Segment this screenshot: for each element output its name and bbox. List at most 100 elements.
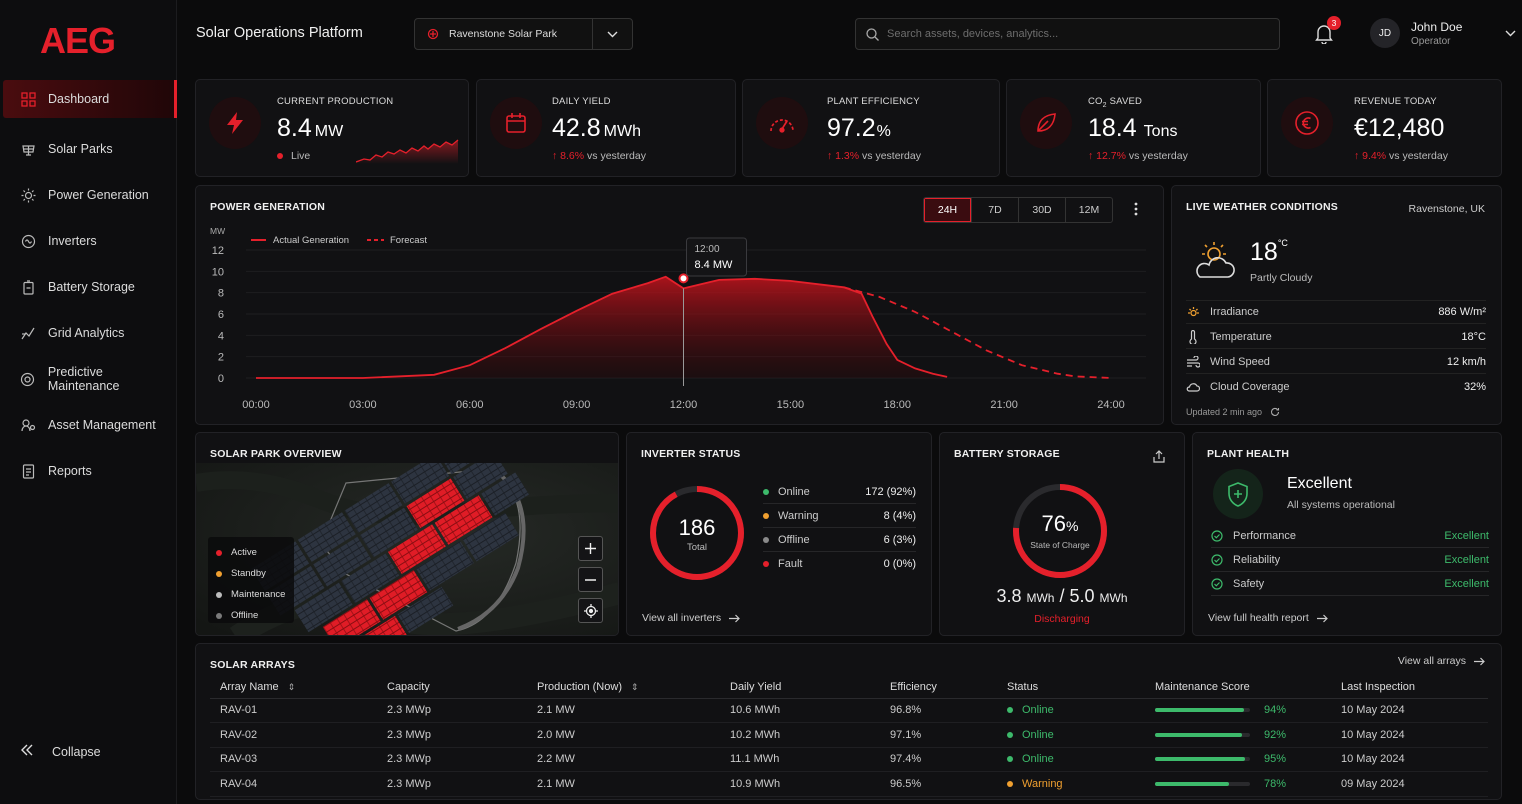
health-status: Excellent [1287, 475, 1352, 492]
range-12m[interactable]: 12M [1065, 198, 1112, 222]
lightning-icon [209, 97, 261, 149]
search-input[interactable] [887, 28, 1267, 40]
col-efficiency: Efficiency [880, 676, 997, 699]
sidebar-item-inverters[interactable]: Inverters [0, 218, 177, 264]
grid-icon [20, 91, 36, 107]
power-generation-chart[interactable]: MW 0 2 4 6 8 10 12 00:00 03:00 06:00 09:00 12:00 15:0… [196, 216, 1163, 416]
table-row[interactable]: RAV-01 2.3 MWp 2.1 MW 10.6 MWh 96.8% Online 94… [210, 698, 1488, 723]
power-generation-card: POWER GENERATION 24H 7D 30D 12M MW 0 2 4 6 8 1… [195, 185, 1164, 425]
view-all-arrays-link[interactable]: View all arrays [1398, 655, 1485, 667]
map-legend: Active Standby Maintenance Offline [208, 537, 294, 623]
array-production: 2.1 MW [527, 698, 720, 723]
sidebar-item-label: Dashboard [48, 92, 110, 106]
col-production[interactable]: Production (Now) ⇕ [527, 676, 720, 699]
sort-icon[interactable]: ⇕ [631, 681, 639, 692]
sidebar-item-power-generation[interactable]: Power Generation [0, 172, 177, 218]
refresh-icon[interactable] [1270, 407, 1280, 417]
battery-soc: 76% [1041, 511, 1079, 536]
collapse-button[interactable]: Collapse [20, 744, 101, 759]
kpi-value: 97.2% [827, 114, 891, 142]
array-status: Online [997, 747, 1145, 772]
array-maintenance-score: 92% [1145, 722, 1331, 748]
sort-icon[interactable]: ⇕ [287, 681, 296, 692]
double-chevron-left-icon [20, 744, 34, 759]
col-last-inspection: Last Inspection [1331, 676, 1488, 699]
sidebar-item-reports[interactable]: Reports [0, 448, 177, 494]
kpi-plant-efficiency: PLANT EFFICIENCY 97.2% ↑ 1.3% vs yesterd… [742, 79, 1000, 177]
kpi-delta: ↑ 12.7% vs yesterday [1088, 150, 1188, 162]
array-daily-yield: 10.9 MWh [720, 771, 880, 797]
sidebar-item-label: Reports [48, 464, 92, 478]
y-tick-label: 6 [218, 309, 224, 321]
col-array-name[interactable]: Array Name ⇕ [210, 676, 377, 699]
table-row[interactable]: RAV-02 2.3 MWp 2.0 MW 10.2 MWh 97.1% Online 92… [210, 722, 1488, 748]
sidebar-item-label: Inverters [48, 234, 97, 248]
actual-generation-area [256, 276, 948, 378]
battery-soc-label: State of Charge [1030, 540, 1090, 550]
battery-icon [20, 279, 36, 295]
more-options-icon[interactable] [1134, 202, 1138, 216]
thermometer-icon [1186, 329, 1200, 344]
sidebar-item-label: Asset Management [48, 418, 156, 432]
array-daily-yield: 10.6 MWh [720, 698, 880, 723]
sidebar-item-battery-storage[interactable]: Battery Storage [0, 264, 177, 310]
y-axis-label: MW [210, 226, 225, 236]
health-row-reliability: Reliability Excellent [1211, 548, 1489, 572]
search-icon [866, 27, 879, 41]
range-7d[interactable]: 7D [971, 198, 1018, 222]
array-maintenance-score: 78% [1145, 771, 1331, 797]
weather-row-wind: Wind Speed 12 km/h [1186, 350, 1486, 374]
arrow-right-icon [729, 614, 741, 623]
array-capacity: 2.3 MWp [377, 747, 527, 772]
chevron-down-icon[interactable] [592, 19, 632, 49]
y-tick-label: 8 [218, 288, 224, 300]
plant-health-card: PLANT HEALTH Excellent All systems opera… [1192, 432, 1502, 636]
range-24h[interactable]: 24H [924, 198, 971, 222]
search-bar[interactable] [855, 18, 1280, 50]
x-tick-label: 09:00 [563, 399, 591, 411]
production-sparkline [356, 139, 459, 164]
sun-icon [20, 187, 36, 203]
legend-active: Active [216, 542, 286, 563]
array-name: RAV-02 [210, 722, 377, 748]
report-icon [20, 463, 36, 479]
sidebar-item-asset-management[interactable]: Asset Management [0, 402, 177, 448]
sidebar-item-solar-parks[interactable]: Solar Parks [0, 126, 177, 172]
highlight-point [678, 273, 689, 284]
solar-panel-icon [20, 141, 36, 157]
col-maintenance-score: Maintenance Score [1145, 676, 1331, 699]
sidebar-item-dashboard[interactable]: Dashboard [3, 80, 177, 118]
sidebar-item-grid-analytics[interactable]: Grid Analytics [0, 310, 177, 356]
user-name: John Doe [1411, 19, 1463, 34]
view-all-inverters-link[interactable]: View all inverters [642, 612, 741, 624]
chevron-down-icon[interactable] [1505, 30, 1516, 37]
range-30d[interactable]: 30D [1018, 198, 1065, 222]
sidebar-item-predictive-maintenance[interactable]: Predictive Maintenance [0, 356, 177, 402]
table-row[interactable]: RAV-03 2.3 MWp 2.2 MW 11.1 MWh 97.4% Online 95… [210, 747, 1488, 772]
user-menu[interactable]: JD John Doe Operator [1370, 18, 1516, 48]
weather-row-cloud: Cloud Coverage 32% [1186, 375, 1486, 399]
bell-icon[interactable] [1314, 23, 1334, 49]
brand-logo[interactable]: AEG [40, 20, 116, 61]
card-title: SOLAR ARRAYS [210, 659, 296, 671]
table-row[interactable]: RAV-04 2.3 MWp 2.1 MW 10.9 MWh 96.5% Warning 7… [210, 771, 1488, 797]
card-title: PLANT HEALTH [1207, 448, 1290, 460]
zoom-in-button[interactable] [578, 536, 603, 561]
weather-card: LIVE WEATHER CONDITIONS Ravenstone, UK 1… [1171, 185, 1502, 425]
inverter-donut [650, 486, 744, 580]
x-tick-label: 24:00 [1097, 399, 1125, 411]
locate-button[interactable] [578, 598, 603, 623]
kpi-delta: ↑ 8.6% vs yesterday [552, 150, 646, 162]
arrays-table: Array Name ⇕ Capacity Production (Now) ⇕… [210, 676, 1488, 797]
export-icon[interactable] [1153, 450, 1165, 463]
actual-generation-line [256, 275, 948, 379]
view-health-report-link[interactable]: View full health report [1208, 612, 1328, 624]
sidebar-item-label: Grid Analytics [48, 326, 125, 340]
zoom-out-button[interactable] [578, 567, 603, 592]
site-selector[interactable]: Ravenstone Solar Park [414, 18, 633, 50]
avatar[interactable]: JD [1370, 18, 1400, 48]
kpi-value: 18.4 Tons [1088, 114, 1178, 142]
sidebar-item-label: Power Generation [48, 188, 149, 202]
legend-forecast-label: Forecast [390, 235, 427, 246]
array-efficiency: 97.4% [880, 747, 997, 772]
